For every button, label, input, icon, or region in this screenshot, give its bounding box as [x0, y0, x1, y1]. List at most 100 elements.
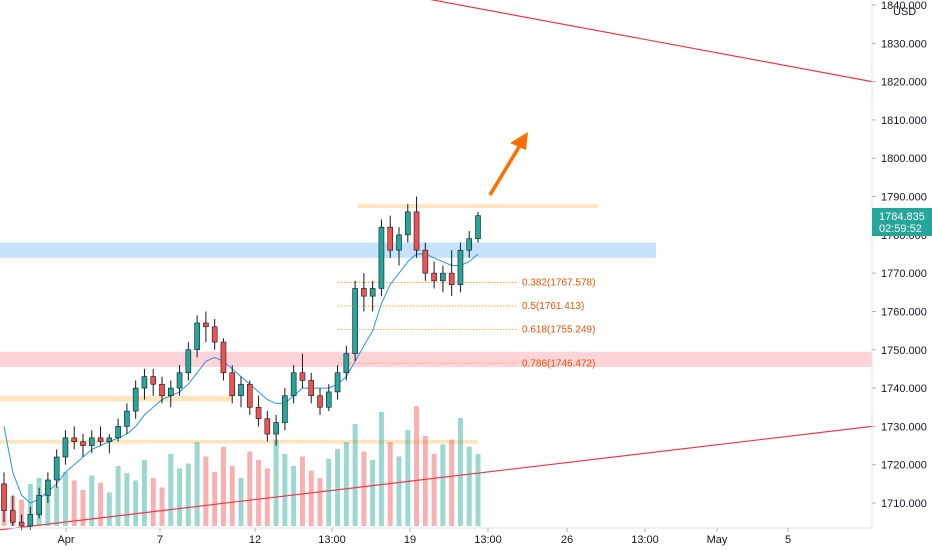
candle-body [440, 272, 446, 282]
volume-bar [247, 451, 253, 526]
volume-bar [299, 456, 305, 526]
time-tick-label: May [707, 534, 728, 546]
candle-body [273, 422, 279, 435]
volume-bar [335, 449, 341, 526]
time-tick-label: 5 [785, 534, 791, 546]
volume-bar [229, 466, 235, 526]
time-tick-label: 13:00 [318, 534, 346, 546]
candle-body [115, 426, 121, 439]
candle-body [194, 322, 200, 351]
price-tick-label: 1790.000 [881, 192, 927, 204]
price-tick-label: 1770.000 [881, 268, 927, 280]
candle-body [150, 376, 157, 385]
volume-bar [343, 442, 349, 526]
candle-body [132, 387, 139, 412]
volume-bar [80, 490, 86, 526]
candle-body [361, 288, 367, 297]
candle-body [466, 238, 473, 251]
volume-bar [220, 446, 226, 526]
volume-bar [273, 439, 279, 526]
candle-body [124, 410, 130, 427]
candles-layer [1, 196, 481, 530]
candle-body [343, 353, 350, 374]
volume-bar [106, 492, 112, 526]
candle-body [97, 437, 104, 443]
candle-body [255, 406, 262, 420]
candle-body [159, 383, 165, 397]
candle-body [176, 372, 183, 389]
price-tag: 1784.835 02:59:52 [872, 208, 932, 236]
volume-bar [45, 492, 51, 526]
volume-bar [185, 463, 191, 526]
volume-bar [71, 480, 77, 526]
fib-level-label: 0.786(1746.472) [522, 358, 595, 369]
candle-body [238, 383, 244, 397]
candle-body [106, 437, 113, 443]
zone-resistance-top [358, 204, 598, 209]
volume-bar [212, 472, 218, 526]
volume-layer [1, 406, 481, 526]
volume-bar [449, 439, 455, 526]
price-tick-label: 1800.000 [881, 153, 927, 165]
candle-body [80, 441, 86, 446]
candle-body [229, 372, 236, 397]
volume-bar [414, 406, 420, 526]
volume-bar [133, 480, 139, 526]
up-arrow-icon [488, 132, 528, 196]
currency-label: USD [893, 6, 916, 18]
candle-body [185, 349, 192, 374]
price-tick-label: 1840.000 [881, 0, 927, 12]
candle-body [299, 372, 306, 381]
volume-bar [282, 454, 288, 526]
candle-body [387, 226, 394, 251]
volume-bar [62, 472, 68, 526]
price-axis[interactable]: 1840.000 1830.000 1820.000 1810.000 1800.000… [872, 0, 927, 510]
time-tick-label: 7 [157, 534, 163, 546]
volume-bar [27, 484, 33, 526]
candle-body [404, 211, 411, 236]
candle-body [290, 372, 297, 397]
candle-body [88, 437, 95, 446]
fib-level-label: 0.618(1755.249) [522, 325, 595, 336]
volume-bar [317, 478, 323, 526]
volume-bar [168, 454, 174, 526]
zone-red-support [0, 351, 872, 368]
candle-body [413, 211, 420, 251]
candle-body [246, 383, 253, 408]
volume-bar [466, 446, 472, 526]
volume-bar [238, 478, 244, 526]
upper-trendline[interactable] [419, 0, 873, 83]
candle-body [45, 479, 51, 496]
volume-bar [422, 436, 428, 526]
candle-body [141, 376, 148, 389]
volume-bar [98, 482, 104, 526]
volume-bar [457, 418, 463, 526]
volume-bar [89, 475, 95, 526]
candle-body [475, 215, 481, 239]
candle-body [167, 387, 174, 397]
candle-body [369, 288, 376, 297]
trendlines-layer [0, 0, 873, 531]
time-tick-label: 13:00 [631, 534, 659, 546]
time-tick-label: 12 [249, 534, 261, 546]
volume-bar [19, 499, 25, 526]
volume-bar [54, 486, 60, 526]
fib-level-label: 0.5(1761.413) [522, 301, 584, 312]
volume-bar [475, 454, 481, 526]
volume-bar [405, 430, 411, 526]
volume-bar [256, 460, 262, 526]
candle-body [396, 234, 402, 251]
time-tick-label: 19 [404, 534, 416, 546]
candle-body [448, 272, 455, 285]
volume-bar [264, 468, 270, 526]
volume-bar [370, 460, 376, 526]
candle-body [71, 437, 78, 443]
lower-trendline[interactable] [0, 425, 873, 531]
volume-bar [440, 444, 446, 526]
time-tick-label: 13:00 [474, 534, 502, 546]
price-tag-countdown: 02:59:52 [879, 223, 922, 235]
volume-bar [150, 478, 156, 526]
time-tick-label: Apr [57, 534, 74, 546]
time-axis[interactable]: Apr 7 12 13:00 19 13:00 26 13:00 May 5 [57, 528, 791, 546]
